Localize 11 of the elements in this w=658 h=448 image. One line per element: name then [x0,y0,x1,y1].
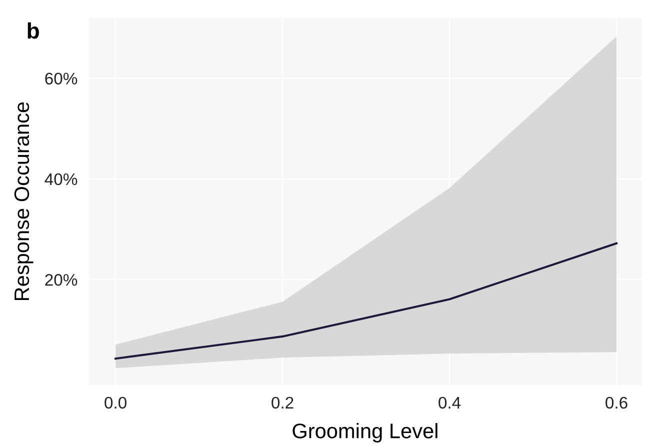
x-tick-label: 0.0 [104,396,126,409]
x-tick-label: 0.6 [606,396,628,409]
y-tick-label: 60% [45,72,78,85]
text: b [28,22,39,39]
x-tick-label: 0.4 [438,396,461,409]
y-axis-title: Response Occurance [14,102,34,300]
x-tick-label: 0.2 [272,396,294,409]
x-axis-title: Grooming Level [292,423,438,442]
y-tick-label: 20% [45,274,78,286]
y-tick-label: 40% [44,173,78,186]
line-series [114,242,618,360]
